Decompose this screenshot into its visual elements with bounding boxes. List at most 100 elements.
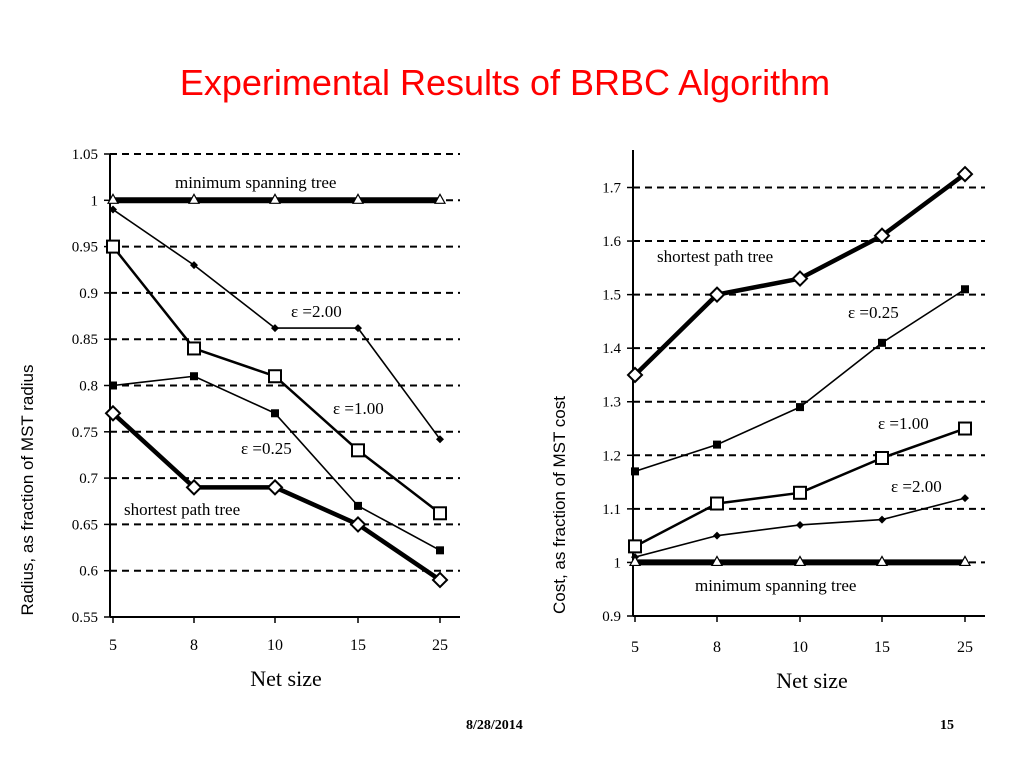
x-tick-label: 25 bbox=[957, 639, 973, 656]
y-tick-label: 0.95 bbox=[72, 240, 98, 256]
point-minimum-spanning-tree-15 bbox=[351, 193, 365, 204]
y-tick-label: 0.6 bbox=[79, 564, 98, 580]
y-tick-label: 1 bbox=[91, 193, 99, 209]
x-tick-label: 5 bbox=[109, 637, 117, 654]
y-tick-label: 0.7 bbox=[79, 471, 98, 487]
y-tick-label: 0.75 bbox=[72, 425, 98, 441]
point-epsilon-025-8 bbox=[713, 440, 721, 449]
point-epsilon-025-5 bbox=[631, 467, 639, 476]
y-tick-label: 1.1 bbox=[602, 502, 621, 518]
point-epsilon-025-5 bbox=[109, 381, 117, 390]
point-epsilon-025-25 bbox=[961, 285, 969, 294]
series-label-shortest-path-tree: shortest path tree bbox=[657, 247, 773, 266]
y-tick-label: 1.5 bbox=[602, 288, 621, 304]
point-epsilon-100-10 bbox=[268, 369, 282, 384]
x-tick-label: 5 bbox=[631, 639, 639, 656]
point-epsilon-100-25 bbox=[958, 421, 972, 436]
point-epsilon-200-15 bbox=[878, 515, 886, 524]
y-tick-label: 1.05 bbox=[72, 147, 98, 163]
point-epsilon-200-8 bbox=[713, 531, 721, 540]
radius-chart: 1.05 1 0.95 0.9 0.85 0.8 0.75 0.7 0.65 0.6 0.55 5 8 1… bbox=[18, 147, 460, 691]
series-label-minimum-spanning-tree: minimum spanning tree bbox=[695, 576, 856, 595]
series-label-epsilon-100: ε =1.00 bbox=[333, 399, 384, 418]
x-tick-label: 10 bbox=[792, 639, 808, 656]
y-tick-label: 1.4 bbox=[602, 341, 621, 357]
slide-title: Experimental Results of BRBC Algorithm bbox=[179, 62, 831, 103]
series-line-epsilon-025 bbox=[634, 288, 966, 473]
page-number: 15 bbox=[940, 718, 954, 733]
y-tick-label: 1.2 bbox=[602, 448, 621, 464]
series-label-epsilon-200: ε =2.00 bbox=[891, 477, 942, 496]
point-epsilon-025-15 bbox=[354, 501, 362, 510]
point-minimum-spanning-tree-5 bbox=[106, 193, 120, 204]
y-tick-label: 0.65 bbox=[72, 517, 98, 533]
footer-date: 8/28/2014 bbox=[466, 718, 523, 733]
x-tick-label: 8 bbox=[713, 639, 721, 656]
y-tick-label: 1.3 bbox=[602, 395, 621, 411]
y-axis-label: Cost, as fraction of MST cost bbox=[550, 396, 569, 614]
y-tick-label: 1 bbox=[614, 555, 622, 571]
point-shortest-path-tree-10 bbox=[266, 478, 284, 496]
x-axis-label: Net size bbox=[250, 666, 321, 691]
point-epsilon-025-25 bbox=[436, 546, 444, 555]
series-label-minimum-spanning-tree: minimum spanning tree bbox=[175, 173, 336, 192]
point-epsilon-100-5 bbox=[628, 539, 642, 554]
point-shortest-path-tree-10 bbox=[791, 270, 809, 287]
y-tick-label: 1.6 bbox=[602, 234, 621, 250]
point-minimum-spanning-tree-10 bbox=[268, 193, 282, 204]
series-label-epsilon-100: ε =1.00 bbox=[878, 414, 929, 433]
point-epsilon-100-25 bbox=[433, 506, 447, 521]
point-minimum-spanning-tree-8 bbox=[710, 555, 724, 567]
point-epsilon-200-5 bbox=[109, 205, 117, 214]
point-minimum-spanning-tree-10 bbox=[793, 555, 807, 567]
point-epsilon-025-10 bbox=[796, 403, 804, 412]
series-label-shortest-path-tree: shortest path tree bbox=[124, 500, 240, 519]
x-tick-label: 8 bbox=[190, 637, 198, 654]
y-tick-label: 0.9 bbox=[79, 286, 98, 302]
point-epsilon-200-25 bbox=[961, 494, 969, 503]
x-axis-label: Net size bbox=[776, 668, 847, 693]
x-tick-label: 15 bbox=[350, 637, 366, 654]
y-tick-label: 0.8 bbox=[79, 379, 98, 395]
y-tick-label: 1.7 bbox=[602, 180, 621, 196]
point-shortest-path-tree-8 bbox=[708, 286, 726, 304]
x-tick-label: 10 bbox=[267, 637, 283, 654]
point-epsilon-100-8 bbox=[187, 341, 201, 356]
point-epsilon-200-10 bbox=[271, 324, 279, 333]
cost-chart: 1.7 1.6 1.5 1.4 1.3 1.2 1.1 1 0.9 5 8 10 15 25 Net siz… bbox=[550, 150, 985, 693]
point-shortest-path-tree-5 bbox=[626, 366, 644, 384]
point-epsilon-200-10 bbox=[796, 520, 804, 529]
point-shortest-path-tree-8 bbox=[185, 478, 203, 496]
point-shortest-path-tree-25 bbox=[956, 165, 974, 183]
point-epsilon-200-8 bbox=[190, 261, 198, 270]
point-epsilon-200-25 bbox=[436, 435, 444, 444]
point-epsilon-025-8 bbox=[190, 372, 198, 381]
y-tick-label: 0.85 bbox=[72, 332, 98, 348]
point-epsilon-025-10 bbox=[271, 409, 279, 418]
point-epsilon-100-8 bbox=[710, 496, 724, 511]
point-epsilon-025-15 bbox=[878, 338, 886, 347]
series-label-epsilon-025: ε =0.25 bbox=[848, 303, 899, 322]
point-epsilon-100-10 bbox=[793, 485, 807, 500]
point-shortest-path-tree-5 bbox=[104, 404, 122, 422]
point-epsilon-100-15 bbox=[351, 443, 365, 458]
series-label-epsilon-200: ε =2.00 bbox=[291, 302, 342, 321]
point-minimum-spanning-tree-8 bbox=[187, 193, 201, 204]
point-epsilon-200-15 bbox=[354, 324, 362, 333]
point-shortest-path-tree-25 bbox=[431, 571, 449, 589]
series-line-epsilon-200 bbox=[112, 208, 441, 440]
point-minimum-spanning-tree-25 bbox=[433, 193, 447, 204]
point-minimum-spanning-tree-15 bbox=[875, 555, 889, 567]
y-tick-label: 0.9 bbox=[602, 609, 621, 625]
point-shortest-path-tree-15 bbox=[349, 515, 367, 533]
x-tick-label: 15 bbox=[874, 639, 890, 656]
point-minimum-spanning-tree-5 bbox=[628, 555, 642, 567]
x-tick-label: 25 bbox=[432, 637, 448, 654]
series-label-epsilon-025: ε =0.25 bbox=[241, 439, 292, 458]
point-minimum-spanning-tree-25 bbox=[958, 555, 972, 567]
y-axis-label: Radius, as fraction of MST radius bbox=[18, 364, 37, 615]
point-epsilon-100-15 bbox=[875, 450, 889, 465]
point-epsilon-100-5 bbox=[106, 239, 120, 254]
point-shortest-path-tree-15 bbox=[873, 227, 891, 245]
y-tick-label: 0.55 bbox=[72, 610, 98, 626]
